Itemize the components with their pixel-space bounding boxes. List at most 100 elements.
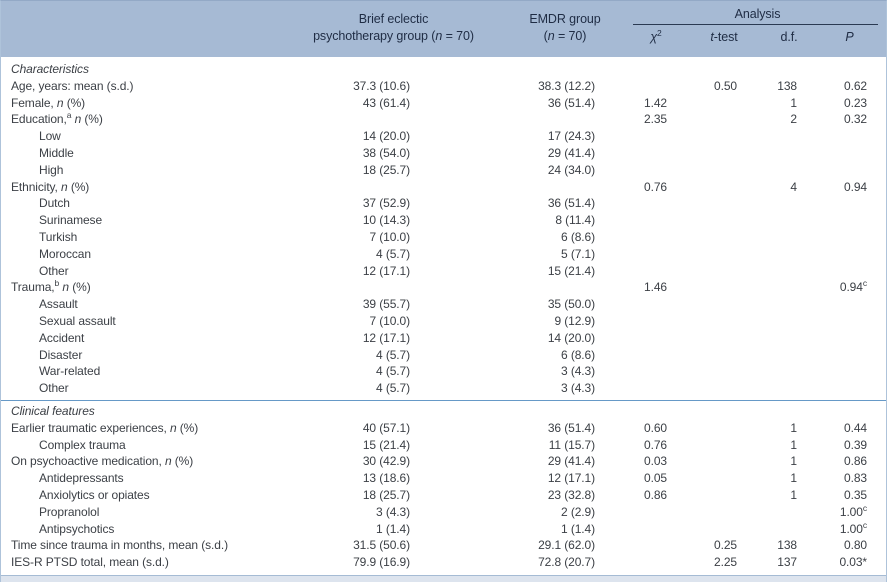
cell-df: 2 (790, 112, 797, 127)
cell-df: 1 (790, 420, 797, 435)
cell-bep: 15 (21.4) (362, 437, 410, 452)
cell-p (797, 229, 867, 246)
cell-df: 4 (790, 179, 797, 194)
table-row: Earlier traumatic experiences, n (%) 40 (… (1, 420, 886, 437)
cell-df (737, 246, 797, 263)
cell-chi2 (595, 347, 667, 364)
table-row: Ethnicity, n (%) 0.76 4 0.94 (1, 179, 886, 196)
col-header-chi2: χ2 (650, 27, 662, 44)
cell-ttest (667, 128, 737, 145)
cell-df: 138 (777, 538, 797, 553)
cell-p: 0.44 (844, 420, 867, 435)
cell-p (797, 347, 867, 364)
cell-ttest (667, 162, 737, 179)
analysis-header-rule (633, 24, 878, 25)
cell-ttest (667, 212, 737, 229)
table-row: Turkish 7 (10.0) 6 (8.6) (1, 229, 886, 246)
cell-df (737, 195, 797, 212)
cell-label: Female, n (%) (11, 95, 86, 110)
cell-chi2 (595, 504, 667, 521)
cell-p (797, 162, 867, 179)
cell-df: 137 (777, 555, 797, 570)
cell-ttest (667, 145, 737, 162)
cell-df (737, 61, 797, 78)
cell-emdr: 3 (4.3) (561, 364, 595, 379)
cell-df (737, 229, 797, 246)
cell-emdr: 1 (1.4) (561, 521, 595, 536)
cell-label: Trauma,b n (%) (11, 278, 91, 295)
cell-ttest (667, 487, 737, 504)
table-header: Brief eclectic psychotherapy group (n = … (1, 1, 886, 57)
col-header-df: d.f. (780, 30, 798, 44)
table-row: Moroccan 4 (5.7) 5 (7.1) (1, 246, 886, 263)
cell-chi2 (595, 403, 667, 420)
cell-bep: 37.3 (10.6) (353, 78, 410, 93)
cell-bep: 3 (4.3) (376, 504, 410, 519)
cell-emdr: 72.8 (20.7) (538, 555, 595, 570)
table-row: Accident 12 (17.1) 14 (20.0) (1, 330, 886, 347)
cell-chi2 (595, 78, 667, 95)
cell-chi2 (595, 296, 667, 313)
cell-df: 138 (777, 78, 797, 93)
col-header-bep-line2: psychotherapy group (n = 70) (313, 29, 474, 43)
cell-chi2 (595, 313, 667, 330)
cell-chi2 (595, 521, 667, 538)
cell-label: Low (39, 129, 61, 144)
cell-df (737, 296, 797, 313)
cell-bep: 37 (52.9) (362, 196, 410, 211)
cell-label: Assault (39, 297, 78, 312)
table-row: Disaster 4 (5.7) 6 (8.6) (1, 347, 886, 364)
cell-ttest (667, 263, 737, 280)
cell-ttest: 2.25 (714, 555, 737, 570)
cell-emdr: 29 (41.4) (547, 145, 595, 160)
cell-df (737, 403, 797, 420)
table-body: Characteristics Age, years: mean (s.d.) 37… (1, 57, 886, 571)
table-row: Age, years: mean (s.d.) 37.3 (10.6) 38.3 (… (1, 78, 886, 95)
cell-ttest (667, 403, 737, 420)
table-row: Antipsychotics 1 (1.4) 1 (1.4) 1.00c (1, 520, 886, 538)
table-row: Education,a n (%) 2.35 2 0.32 (1, 111, 886, 128)
col-header-emdr-line2: (n = 70) (543, 29, 587, 43)
cell-emdr: 17 (24.3) (547, 129, 595, 144)
cell-label: Dutch (39, 196, 70, 211)
table-row: Middle 38 (54.0) 29 (41.4) (1, 145, 886, 162)
cell-label: Antipsychotics (39, 521, 115, 536)
cell-emdr: 9 (12.9) (554, 313, 595, 328)
cell-p (797, 145, 867, 162)
col-header-emdr-group: EMDR group (n = 70) (501, 1, 629, 57)
cell-label: Accident (39, 330, 85, 345)
cell-p (797, 263, 867, 280)
cell-chi2 (595, 229, 667, 246)
cell-df (737, 162, 797, 179)
cell-label: Antidepressants (39, 471, 124, 486)
cell-df (737, 504, 797, 521)
cell-emdr: 35 (50.0) (547, 297, 595, 312)
cell-df (737, 212, 797, 229)
cell-emdr: 29.1 (62.0) (538, 538, 595, 553)
col-header-bep-line1: Brief eclectic (358, 12, 429, 26)
cell-ttest (667, 453, 737, 470)
cell-df (737, 279, 797, 296)
cell-bep: 18 (25.7) (362, 487, 410, 502)
table-row: On psychoactive medication, n (%) 30 (42.… (1, 453, 886, 470)
cell-p: 0.80 (844, 538, 867, 553)
cell-bep: 39 (55.7) (362, 297, 410, 312)
table-row: Anxiolytics or opiates 18 (25.7) 23 (32.8)… (1, 487, 886, 504)
cell-chi2 (595, 195, 667, 212)
cell-bep (280, 61, 410, 78)
cell-p (797, 195, 867, 212)
table-row: Assault 39 (55.7) 35 (50.0) (1, 296, 886, 313)
cell-bep (280, 403, 410, 420)
cell-label: Time since trauma in months, mean (s.d.) (11, 538, 228, 553)
header-label-spacer (1, 1, 286, 57)
cell-p (797, 363, 867, 380)
cell-label: Moroccan (39, 246, 91, 261)
cell-bep (280, 111, 410, 128)
cell-chi2 (595, 212, 667, 229)
cell-chi2: 1.42 (644, 95, 667, 110)
cell-chi2: 0.76 (644, 437, 667, 452)
cell-label: Middle (39, 145, 74, 160)
table-row: Other 4 (5.7) 3 (4.3) (1, 380, 886, 397)
cell-ttest (667, 246, 737, 263)
cell-p: 0.62 (844, 78, 867, 93)
